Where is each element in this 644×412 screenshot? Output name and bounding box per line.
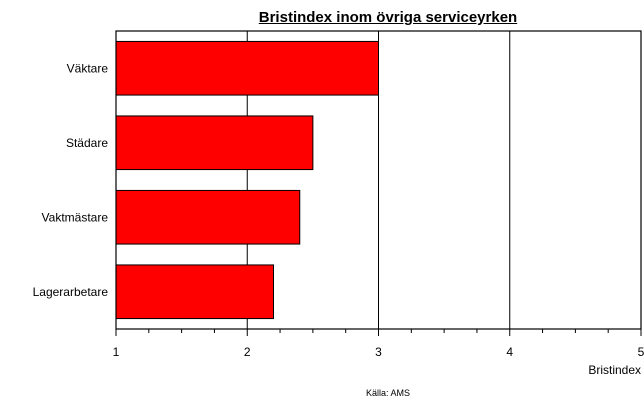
category-label: Städare — [66, 136, 108, 150]
x-ticks: 1 2 3 4 5 — [113, 329, 644, 359]
x-tick-label: 5 — [638, 345, 644, 359]
category-labels: Väktare Städare Vaktmästare Lagerarbetare — [33, 61, 109, 299]
x-tick-label: 1 — [113, 345, 120, 359]
category-label: Vaktmästare — [42, 210, 109, 224]
chart-title: Bristindex inom övriga serviceyrken — [258, 9, 518, 26]
bars — [115, 40, 379, 320]
x-tick-label: 3 — [375, 345, 382, 359]
bar — [115, 189, 301, 245]
x-axis-label: Bristindex — [588, 363, 641, 377]
bar — [115, 264, 274, 320]
bar — [115, 115, 314, 171]
source-note: Källa: AMS — [365, 388, 411, 398]
x-tick-label: 4 — [506, 345, 513, 359]
bar — [115, 40, 379, 96]
x-tick-label: 2 — [244, 345, 251, 359]
category-label: Väktare — [67, 61, 109, 75]
category-label: Lagerarbetare — [33, 285, 109, 299]
